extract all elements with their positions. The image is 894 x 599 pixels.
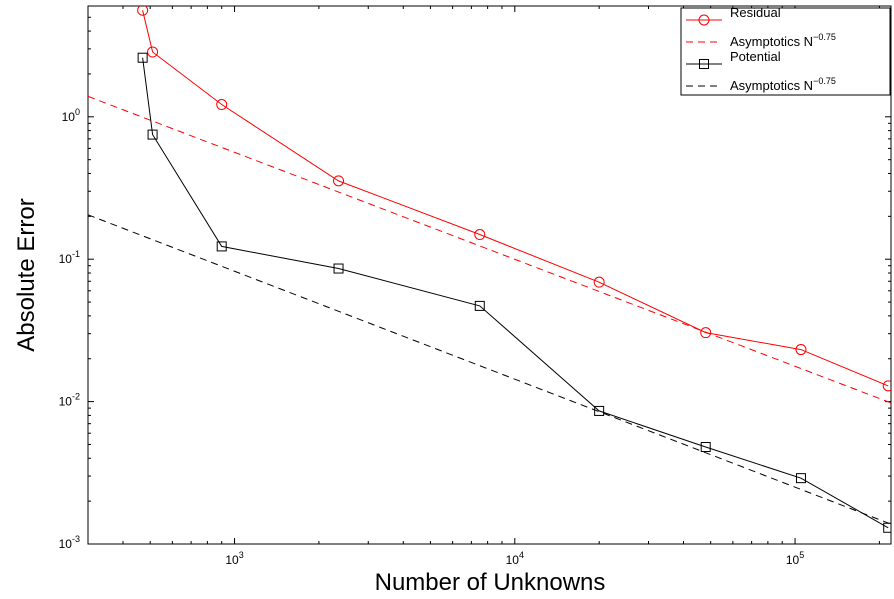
x-tick-label: 104	[506, 550, 524, 567]
data-point	[333, 175, 345, 187]
series-line	[142, 10, 889, 387]
y-tick-label: 100	[62, 107, 80, 124]
data-point	[882, 380, 891, 392]
data-point	[474, 229, 486, 241]
legend-marker	[698, 14, 710, 26]
data-point	[216, 99, 228, 111]
legend-label: Asymptotics N−0.75	[730, 76, 836, 93]
x-axis-title: Number of Unknowns	[375, 569, 606, 596]
data-point	[795, 473, 806, 484]
legend-marker	[699, 59, 709, 69]
legend-label: Residual	[730, 5, 781, 20]
y-tick-label: 10-3	[59, 534, 80, 551]
data-point	[137, 6, 149, 16]
series-3	[88, 214, 891, 525]
x-axis: 103 104 105	[87, 6, 880, 567]
legend-label: Asymptotics N−0.75	[730, 32, 836, 49]
x-tick-label: 105	[786, 550, 804, 567]
plot-frame	[87, 5, 892, 545]
data-point	[700, 327, 712, 339]
data-point	[147, 46, 159, 58]
data-point	[147, 129, 158, 140]
series-line	[88, 214, 891, 525]
series-0	[137, 6, 891, 392]
data-point	[216, 241, 227, 252]
legend-label: Potential	[730, 49, 781, 64]
series-2	[137, 52, 891, 533]
series-1	[88, 95, 891, 404]
data-point	[137, 52, 148, 63]
legend-item: Potential	[686, 49, 781, 69]
series-line	[88, 95, 891, 404]
series-line	[142, 57, 889, 529]
data-point	[474, 300, 485, 311]
y-tick-label: 10-2	[59, 392, 80, 409]
y-axis-title: Absolute Error	[13, 198, 40, 351]
series-clip-group	[88, 6, 891, 533]
x-tick-label: 103	[225, 550, 243, 567]
legend-box	[680, 7, 891, 96]
data-point	[795, 344, 807, 356]
legend-item: Asymptotics N−0.75	[686, 76, 836, 93]
data-point	[700, 441, 711, 452]
y-tick-label: 10-1	[59, 249, 80, 266]
data-point	[333, 263, 344, 274]
data-point	[593, 276, 605, 288]
data-point	[594, 405, 605, 416]
legend-item: Asymptotics N−0.75	[686, 32, 836, 49]
legend-item: Residual	[686, 5, 781, 26]
plot-area	[88, 6, 891, 533]
